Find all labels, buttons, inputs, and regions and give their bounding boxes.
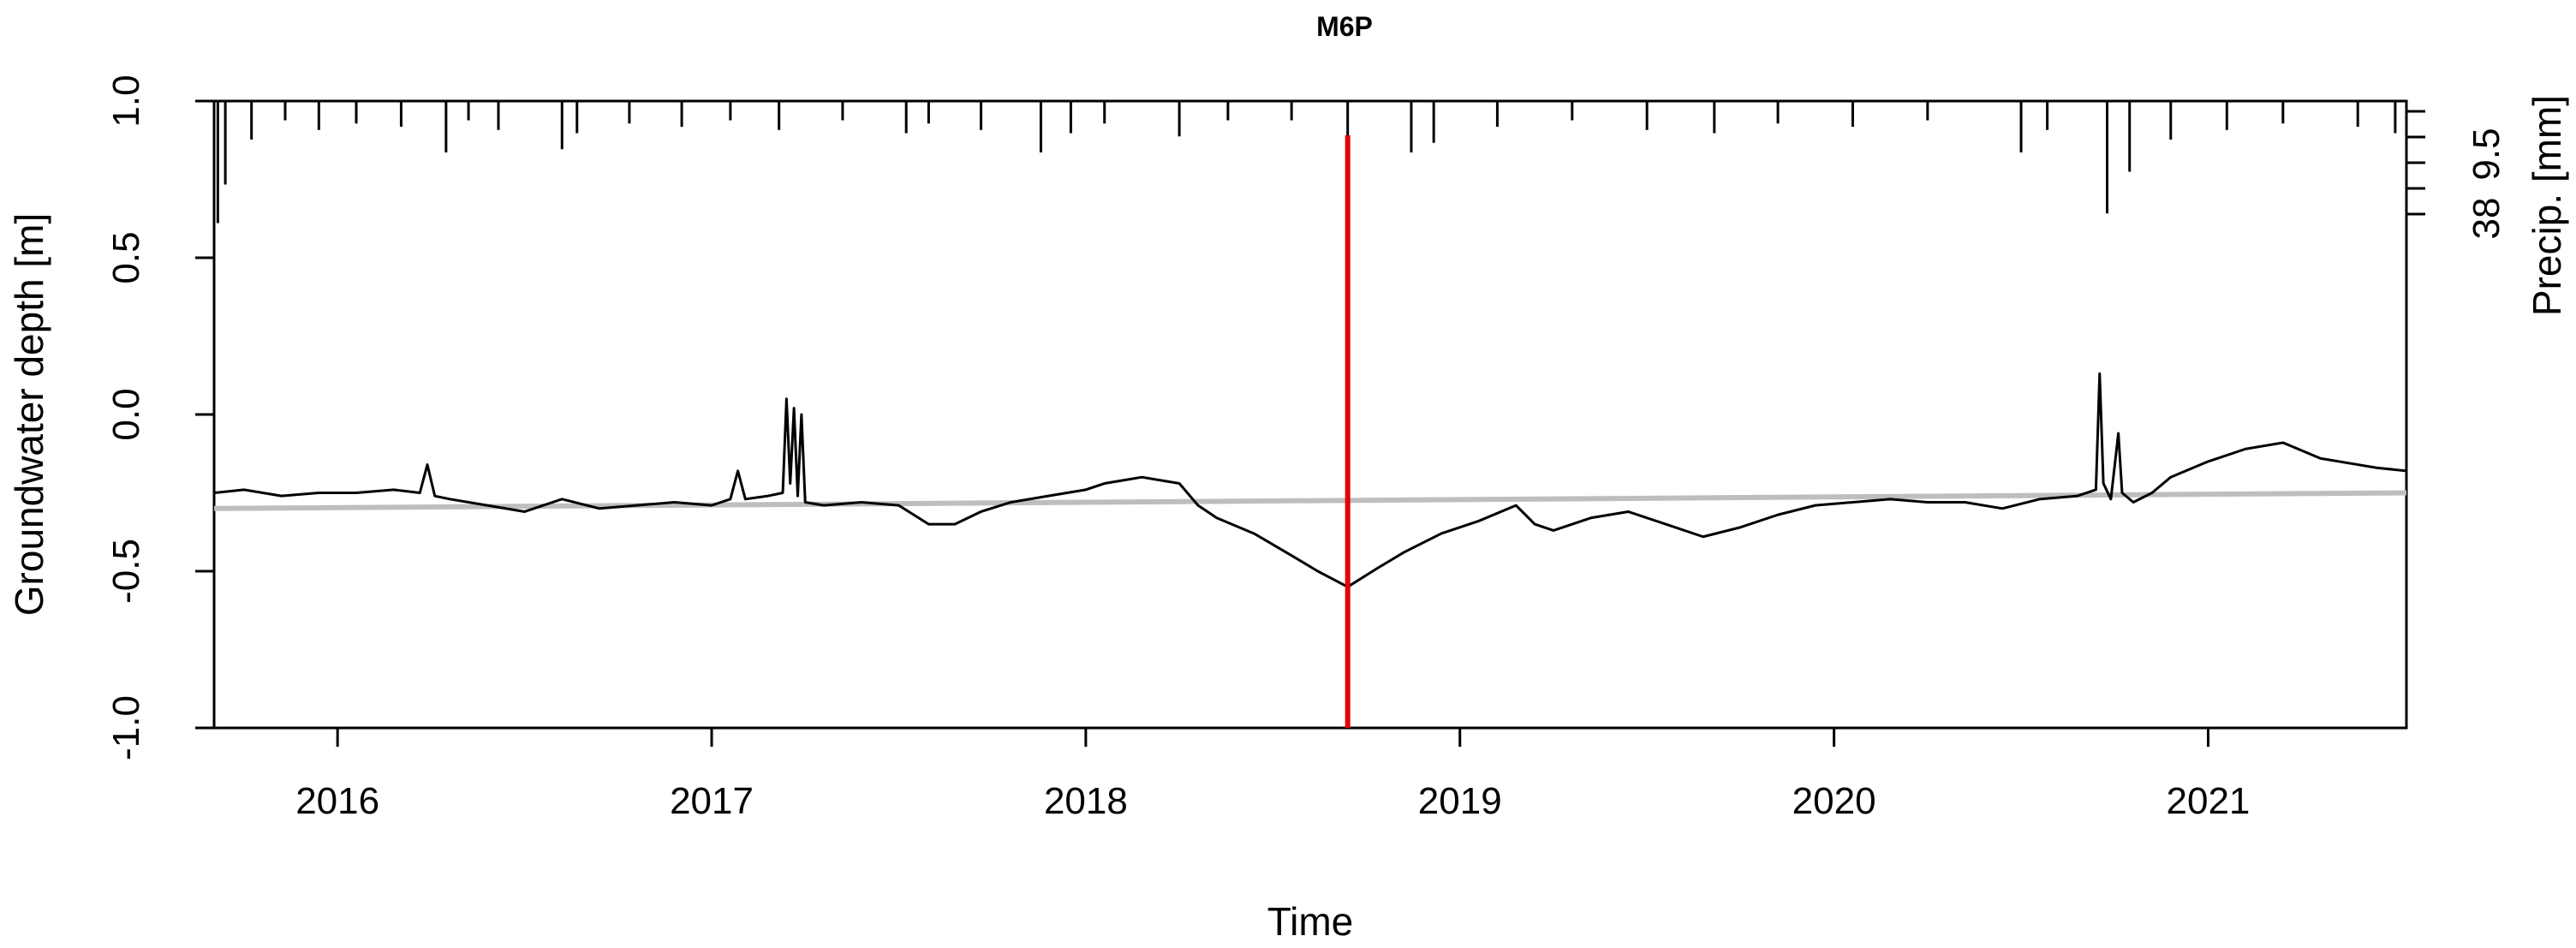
reference-line [213, 490, 2407, 511]
x-tick-label: 2016 [295, 780, 379, 822]
y-tick-label: 0.5 [105, 231, 147, 283]
x-axis-title: Time [1267, 899, 1354, 944]
x-tick-label: 2019 [1418, 780, 1502, 822]
x-tick-label: 2017 [670, 780, 754, 822]
y2-axis: 9.538 [2405, 101, 2507, 240]
x-tick-label: 2020 [1792, 780, 1876, 822]
y-tick-label: 1.0 [105, 75, 147, 127]
y-axis: -1.0 -0.5 0.0 0.5 1.0 [105, 75, 214, 760]
groundwater-line [213, 372, 2407, 588]
y-tick-label: 0.0 [105, 388, 147, 440]
x-tick-label: 2018 [1044, 780, 1128, 822]
plot-frame [212, 99, 2408, 730]
chart-title: M6P [1316, 11, 1373, 42]
y2-tick-label: 9.5 [2466, 128, 2507, 180]
x-tick-label: 2021 [2167, 780, 2251, 822]
y-tick-label: -0.5 [105, 539, 147, 604]
y2-tick-label: 38 [2466, 198, 2507, 240]
y-tick-label: -1.0 [105, 695, 147, 760]
precip-bars [216, 101, 2397, 224]
groundwater-line-group [213, 372, 2407, 588]
y-axis-title: Groundwater depth [m] [7, 213, 51, 616]
reference-line-group [213, 490, 2407, 511]
y2-axis-title: Precip. [mm] [2525, 95, 2569, 316]
x-axis: 2016 2017 2018 2019 2020 2021 [295, 728, 2250, 822]
